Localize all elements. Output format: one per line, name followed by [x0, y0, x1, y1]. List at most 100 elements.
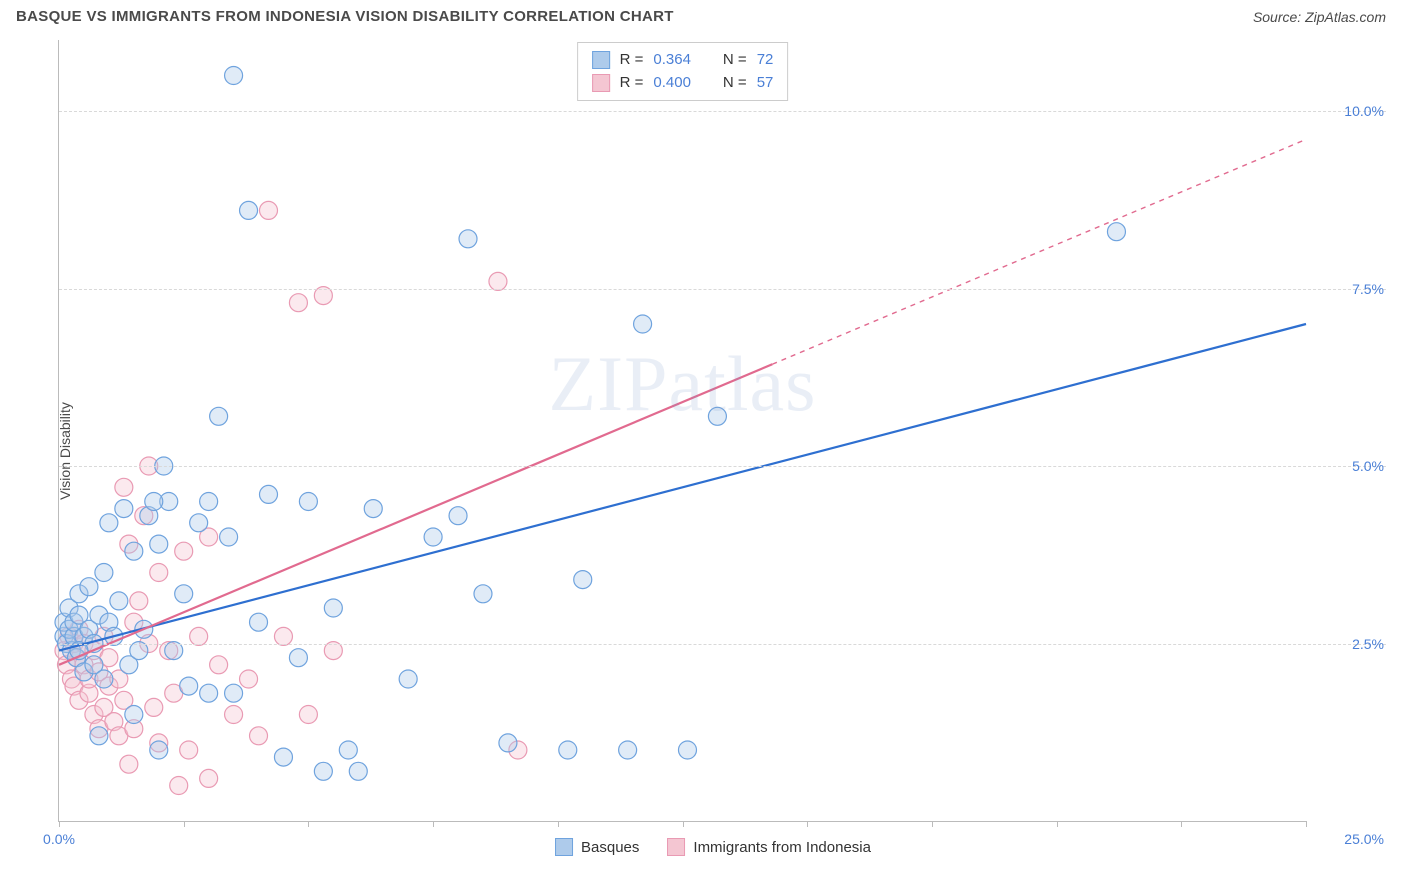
- plot-area: ZIPatlas R = 0.364 N = 72 R = 0.400 N = …: [58, 40, 1306, 822]
- legend-stats: R = 0.364 N = 72 R = 0.400 N = 57: [577, 42, 789, 101]
- scatter-point: [180, 741, 198, 759]
- scatter-point: [110, 592, 128, 610]
- plot-svg: [59, 40, 1306, 821]
- legend-label: Immigrants from Indonesia: [693, 839, 871, 856]
- x-tick: [59, 821, 60, 827]
- gridline: [59, 111, 1386, 112]
- legend-swatch-indonesia: [667, 838, 685, 856]
- scatter-point: [289, 649, 307, 667]
- scatter-point: [459, 230, 477, 248]
- legend-r-value: 0.364: [653, 49, 691, 72]
- legend-n-label: N =: [723, 49, 747, 72]
- y-tick-label: 5.0%: [1352, 458, 1384, 474]
- legend-series: Basques Immigrants from Indonesia: [555, 838, 871, 856]
- scatter-point: [95, 670, 113, 688]
- legend-n-value: 72: [757, 49, 774, 72]
- scatter-point: [678, 741, 696, 759]
- scatter-point: [250, 727, 268, 745]
- scatter-point: [200, 684, 218, 702]
- gridline: [59, 466, 1386, 467]
- scatter-point: [225, 706, 243, 724]
- chart-container: Vision Disability ZIPatlas R = 0.364 N =…: [40, 40, 1386, 862]
- scatter-point: [175, 585, 193, 603]
- scatter-point: [240, 201, 258, 219]
- scatter-point: [250, 613, 268, 631]
- scatter-point: [634, 315, 652, 333]
- scatter-point: [499, 734, 517, 752]
- scatter-point: [180, 677, 198, 695]
- legend-stats-row: R = 0.364 N = 72: [592, 49, 774, 72]
- scatter-point: [299, 706, 317, 724]
- regression-line: [59, 364, 772, 665]
- scatter-point: [125, 706, 143, 724]
- scatter-point: [150, 535, 168, 553]
- scatter-point: [115, 478, 133, 496]
- scatter-point: [125, 542, 143, 560]
- scatter-point: [200, 493, 218, 511]
- gridline: [59, 289, 1386, 290]
- x-tick: [433, 821, 434, 827]
- scatter-point: [150, 741, 168, 759]
- y-tick-label: 10.0%: [1344, 103, 1384, 119]
- x-tick: [558, 821, 559, 827]
- scatter-point: [190, 514, 208, 532]
- chart-title: BASQUE VS IMMIGRANTS FROM INDONESIA VISI…: [16, 8, 674, 25]
- scatter-point: [449, 507, 467, 525]
- scatter-point: [559, 741, 577, 759]
- legend-r-label: R =: [620, 72, 644, 95]
- scatter-point: [349, 762, 367, 780]
- scatter-point: [708, 407, 726, 425]
- scatter-point: [274, 748, 292, 766]
- x-tick: [1057, 821, 1058, 827]
- scatter-point: [145, 698, 163, 716]
- scatter-point: [150, 564, 168, 582]
- y-tick-label: 2.5%: [1352, 636, 1384, 652]
- scatter-point: [339, 741, 357, 759]
- scatter-point: [100, 514, 118, 532]
- scatter-point: [130, 592, 148, 610]
- y-tick-label: 7.5%: [1352, 281, 1384, 297]
- legend-swatch-basques: [555, 838, 573, 856]
- scatter-point: [324, 599, 342, 617]
- scatter-point: [225, 684, 243, 702]
- x-tick-label: 0.0%: [43, 831, 75, 847]
- scatter-point: [225, 67, 243, 85]
- legend-swatch-basques: [592, 51, 610, 69]
- scatter-point: [474, 585, 492, 603]
- scatter-point: [145, 493, 163, 511]
- scatter-point: [399, 670, 417, 688]
- scatter-point: [220, 528, 238, 546]
- legend-swatch-indonesia: [592, 74, 610, 92]
- scatter-point: [115, 500, 133, 518]
- scatter-point: [259, 485, 277, 503]
- scatter-point: [210, 407, 228, 425]
- x-tick: [683, 821, 684, 827]
- legend-n-label: N =: [723, 72, 747, 95]
- scatter-point: [289, 294, 307, 312]
- scatter-point: [200, 769, 218, 787]
- x-tick: [308, 821, 309, 827]
- scatter-point: [90, 727, 108, 745]
- legend-n-value: 57: [757, 72, 774, 95]
- x-tick: [184, 821, 185, 827]
- scatter-point: [259, 201, 277, 219]
- scatter-point: [299, 493, 317, 511]
- scatter-point: [619, 741, 637, 759]
- x-tick: [1181, 821, 1182, 827]
- legend-r-label: R =: [620, 49, 644, 72]
- scatter-point: [424, 528, 442, 546]
- legend-item-basques: Basques: [555, 838, 639, 856]
- gridline: [59, 644, 1386, 645]
- scatter-point: [1107, 223, 1125, 241]
- x-tick-label: 25.0%: [1344, 831, 1384, 847]
- legend-item-indonesia: Immigrants from Indonesia: [667, 838, 871, 856]
- legend-label: Basques: [581, 839, 639, 856]
- scatter-point: [80, 578, 98, 596]
- x-tick: [1306, 821, 1307, 827]
- legend-stats-row: R = 0.400 N = 57: [592, 72, 774, 95]
- scatter-point: [364, 500, 382, 518]
- x-tick: [932, 821, 933, 827]
- regression-line: [59, 324, 1306, 651]
- regression-line-dashed: [772, 139, 1306, 364]
- scatter-point: [120, 755, 138, 773]
